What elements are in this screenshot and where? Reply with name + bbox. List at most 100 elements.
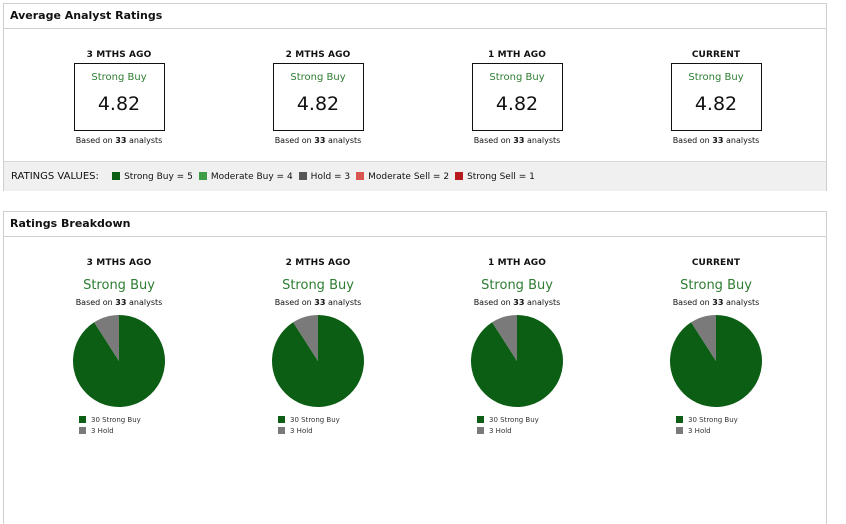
consensus-rating: Strong Buy xyxy=(680,278,752,293)
rating-value: 4.82 xyxy=(97,93,141,115)
pie-slice-30-strong-buy[interactable] xyxy=(72,315,165,407)
breakdown-period: CURRENT Strong Buy Based on 33 analysts 30 … xyxy=(616,236,816,437)
pie-legend-item: 3 Hold xyxy=(278,426,358,437)
legend-swatch xyxy=(112,172,121,180)
pie-slice-30-strong-buy[interactable] xyxy=(271,315,364,407)
pie-legend: 30 Strong Buy 3 Hold xyxy=(278,415,358,437)
pie-chart xyxy=(72,315,165,407)
rating-box: Strong Buy 4.82 xyxy=(471,63,563,131)
rating-label: Strong Buy xyxy=(91,72,147,83)
pie-legend-swatch xyxy=(79,427,86,434)
legend-item: Strong Sell = 1 xyxy=(455,162,535,192)
avg-period-current: CURRENT Strong Buy 4.82 Based on 33 anal… xyxy=(616,28,816,145)
rating-box: Strong Buy 4.82 xyxy=(73,63,165,131)
avg-period-2-months-ago: 2 MTHS AGO Strong Buy 4.82 Based on 33 a… xyxy=(218,28,418,145)
ratings-breakdown-title: Ratings Breakdown xyxy=(4,212,826,237)
analyst-count: 33 xyxy=(712,298,724,307)
legend-swatch xyxy=(298,172,307,180)
pie-legend-text: 3 Hold xyxy=(290,427,313,435)
based-on-text: Based on 33 analysts xyxy=(274,298,362,307)
based-on-text: Based on 33 analysts xyxy=(473,298,561,307)
pie-legend-text: 30 Strong Buy xyxy=(91,416,141,424)
pie-legend-item: 30 Strong Buy xyxy=(477,415,557,426)
legend-text: Moderate Buy = 4 xyxy=(210,172,293,182)
ratings-breakdown-panel: Ratings Breakdown 3 MTHS AGO Strong Buy Ba… xyxy=(3,211,827,524)
pie-legend-text: 3 Hold xyxy=(489,427,512,435)
pie-legend-item: 30 Strong Buy xyxy=(676,415,756,426)
period-label: 3 MTHS AGO xyxy=(86,50,152,60)
pie-legend-swatch xyxy=(278,427,285,434)
rating-box: Strong Buy 4.82 xyxy=(272,63,364,131)
based-on-text: Based on 33 analysts xyxy=(672,298,760,307)
ratings-values-label: RATINGS VALUES: xyxy=(11,171,99,182)
analyst-count: 33 xyxy=(513,136,525,145)
legend-text: Moderate Sell = 2 xyxy=(368,172,450,182)
consensus-rating: Strong Buy xyxy=(282,278,354,293)
legend-text: Hold = 3 xyxy=(310,172,351,182)
legend-item: Hold = 3 xyxy=(298,162,351,192)
consensus-rating: Strong Buy xyxy=(83,278,155,293)
legend-item: Strong Buy = 5 xyxy=(112,162,193,192)
pie-legend-text: 3 Hold xyxy=(91,427,114,435)
analyst-count: 33 xyxy=(712,136,724,145)
rating-label: Strong Buy xyxy=(688,72,744,83)
period-label: 2 MTHS AGO xyxy=(285,50,351,60)
pie-chart xyxy=(271,315,364,407)
pie-legend-item: 3 Hold xyxy=(79,426,159,437)
average-ratings-title: Average Analyst Ratings xyxy=(4,4,826,29)
legend-swatch xyxy=(356,172,365,180)
rating-value: 4.82 xyxy=(495,93,539,115)
pie-legend-text: 30 Strong Buy xyxy=(489,416,539,424)
pie-slice-3-hold[interactable] xyxy=(691,315,716,361)
pie-legend-item: 3 Hold xyxy=(676,426,756,437)
legend-text: Strong Sell = 1 xyxy=(467,172,535,182)
pie-legend-swatch xyxy=(79,416,86,423)
based-on-text: Based on 33 analysts xyxy=(672,136,760,145)
pie-legend-swatch xyxy=(278,416,285,423)
pie-legend-swatch xyxy=(477,416,484,423)
analyst-count: 33 xyxy=(115,298,127,307)
pie-legend-item: 3 Hold xyxy=(477,426,557,437)
pie-chart xyxy=(669,315,762,407)
legend-text: Strong Buy = 5 xyxy=(124,172,193,182)
pie-legend-text: 30 Strong Buy xyxy=(290,416,340,424)
average-analyst-ratings-panel: Average Analyst Ratings 3 MTHS AGO Stron… xyxy=(3,3,827,191)
period-label: 3 MTHS AGO xyxy=(86,258,152,268)
period-label: 1 MTH AGO xyxy=(487,50,547,60)
avg-period-3-months-ago: 3 MTHS AGO Strong Buy 4.82 Based on 33 a… xyxy=(19,28,219,145)
period-label: 2 MTHS AGO xyxy=(285,258,351,268)
breakdown-period: 1 MTH AGO Strong Buy Based on 33 analysts 3… xyxy=(417,236,617,437)
pie-legend: 30 Strong Buy 3 Hold xyxy=(79,415,159,437)
legend-item: Moderate Buy = 4 xyxy=(198,162,293,192)
rating-label: Strong Buy xyxy=(290,72,346,83)
pie-slice-3-hold[interactable] xyxy=(492,315,517,361)
legend-swatch xyxy=(455,172,464,180)
pie-legend-item: 30 Strong Buy xyxy=(278,415,358,426)
breakdown-period: 3 MTHS AGO Strong Buy Based on 33 analysts… xyxy=(19,236,219,437)
rating-value: 4.82 xyxy=(296,93,340,115)
period-label: 1 MTH AGO xyxy=(487,258,547,268)
rating-value: 4.82 xyxy=(694,93,738,115)
pie-legend-text: 3 Hold xyxy=(688,427,711,435)
based-on-text: Based on 33 analysts xyxy=(274,136,362,145)
pie-chart xyxy=(470,315,563,407)
ratings-values-legend: RATINGS VALUES: Strong Buy = 5 Moderate B… xyxy=(4,161,826,191)
pie-legend-text: 30 Strong Buy xyxy=(688,416,738,424)
avg-period-1-month-ago: 1 MTH AGO Strong Buy 4.82 Based on 33 an… xyxy=(417,28,617,145)
analyst-count: 33 xyxy=(314,136,326,145)
based-on-text: Based on 33 analysts xyxy=(75,298,163,307)
pie-slice-3-hold[interactable] xyxy=(94,315,119,361)
legend-swatch xyxy=(198,172,207,180)
analyst-count: 33 xyxy=(115,136,127,145)
rating-box: Strong Buy 4.82 xyxy=(670,63,762,131)
breakdown-period: 2 MTHS AGO Strong Buy Based on 33 analysts… xyxy=(218,236,418,437)
pie-slice-30-strong-buy[interactable] xyxy=(470,315,563,407)
analyst-count: 33 xyxy=(513,298,525,307)
based-on-text: Based on 33 analysts xyxy=(473,136,561,145)
pie-legend-swatch xyxy=(676,416,683,423)
pie-slice-3-hold[interactable] xyxy=(293,315,318,361)
pie-slice-30-strong-buy[interactable] xyxy=(669,315,762,407)
analyst-count: 33 xyxy=(314,298,326,307)
average-ratings-grid: 3 MTHS AGO Strong Buy 4.82 Based on 33 a… xyxy=(4,28,828,161)
rating-label: Strong Buy xyxy=(489,72,545,83)
